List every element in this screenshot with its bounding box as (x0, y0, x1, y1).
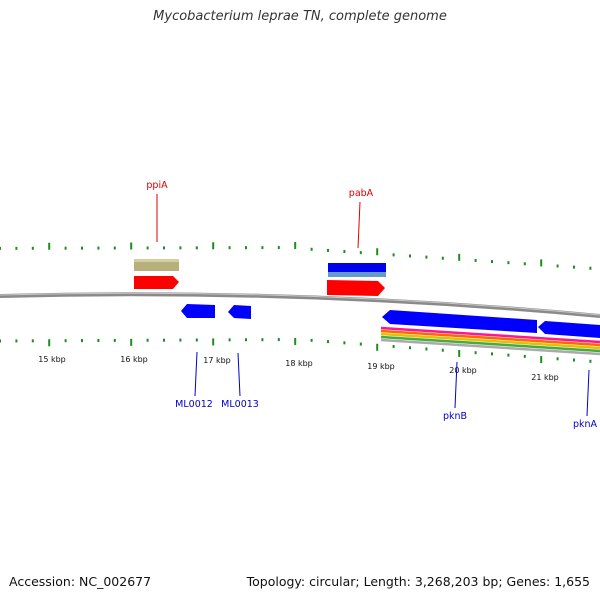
genome-summary-text: Topology: circular; Length: 3,268,203 bp… (246, 574, 590, 589)
label-leader-pkna (586, 369, 590, 417)
label-leader-paba (357, 201, 361, 249)
gene-label-pknb[interactable]: pknB (443, 411, 467, 422)
gene-label-pkna[interactable]: pknA (573, 419, 598, 430)
gene-pknB-arrow[interactable] (382, 310, 537, 333)
label-leader-pknb (454, 361, 458, 409)
feature-khaki-bar-highlight (134, 259, 179, 262)
gene-ML0012-arrow[interactable] (181, 304, 215, 318)
genome-backbone-highlight (0, 292, 600, 316)
scale-label: 18 kbp (285, 359, 313, 368)
gene-labels: ppiA pabA ML0012 ML0013 pknB pknA (146, 180, 597, 430)
genome-backbone (0, 292, 600, 318)
gene-ppiA-arrow[interactable] (134, 276, 179, 289)
gene-label-ml0013[interactable]: ML0013 (221, 399, 259, 410)
label-leader-ml0012 (194, 351, 198, 397)
scale-labels: 15 kbp 16 kbp 17 kbp 18 kbp 19 kbp 20 kbp 21 k… (38, 355, 559, 382)
feature-bands[interactable] (380, 326, 600, 356)
gene-label-paba[interactable]: pabA (349, 188, 374, 199)
accession-text: Accession: NC_002677 (9, 574, 152, 589)
label-leader-ml0013 (237, 352, 241, 397)
gene-label-ppia[interactable]: ppiA (146, 180, 168, 191)
scale-label: 15 kbp (38, 355, 66, 364)
feature-steel-bar[interactable] (328, 272, 386, 277)
map-title: Mycobacterium leprae TN, complete genome (153, 9, 447, 24)
scale-label: 20 kbp (449, 366, 477, 375)
gene-pabA-arrow[interactable] (327, 280, 385, 296)
gene-label-ml0012[interactable]: ML0012 (175, 399, 213, 410)
feature-blue-bar[interactable] (328, 263, 386, 272)
scale-label: 16 kbp (120, 355, 148, 364)
gene-ML0013-arrow[interactable] (228, 305, 251, 319)
lower-tick-track (0, 338, 592, 364)
scale-label: 19 kbp (367, 362, 395, 371)
scale-label: 17 kbp (203, 356, 231, 365)
scale-label: 21 kbp (531, 373, 559, 382)
gene-pknA-arrow[interactable] (538, 321, 600, 338)
upper-tick-track (0, 242, 592, 270)
